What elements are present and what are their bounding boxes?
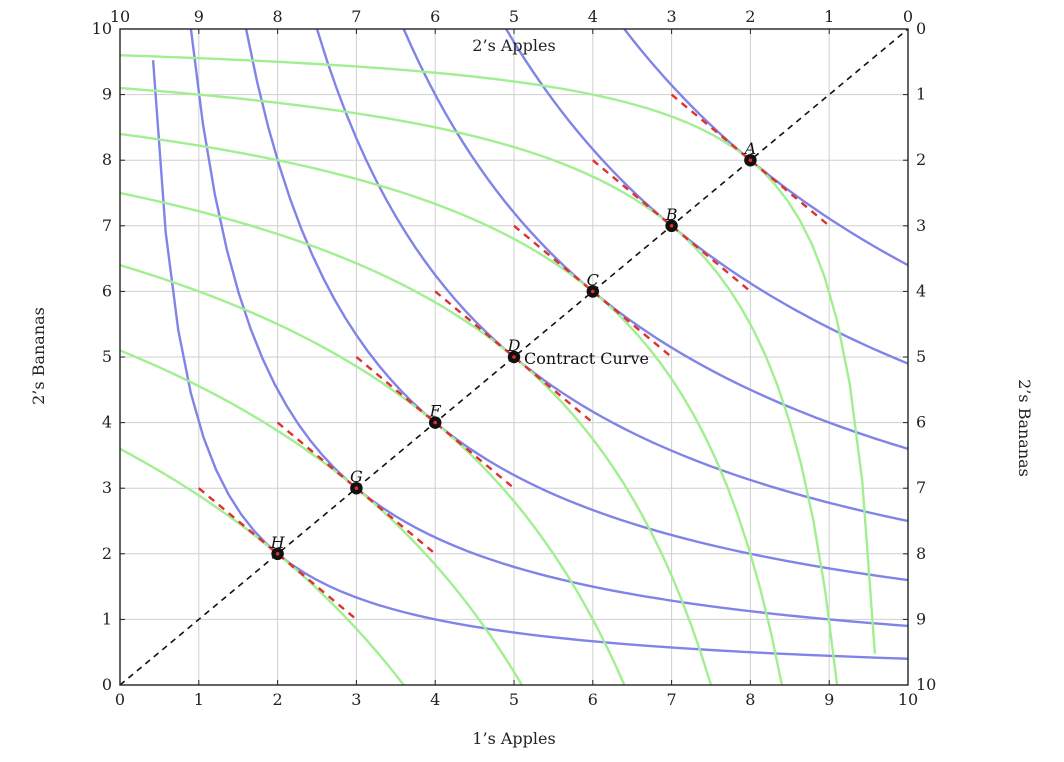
tangent-line bbox=[592, 159, 752, 293]
person2-indifference-curve bbox=[119, 86, 839, 686]
x-tick-label: 1 bbox=[194, 690, 204, 709]
right-tick-label: 7 bbox=[916, 478, 926, 497]
x-tick-label: 4 bbox=[430, 690, 440, 709]
curve-layer bbox=[119, 28, 909, 686]
point-label: F bbox=[429, 402, 442, 421]
right-tick-label: 3 bbox=[916, 216, 926, 235]
x-tick-label: 7 bbox=[667, 690, 677, 709]
equilibrium-point-center bbox=[591, 289, 595, 294]
right-tick-label: 10 bbox=[916, 675, 936, 694]
top-axis-title: 2’s Apples bbox=[472, 36, 555, 55]
top-tick-label: 8 bbox=[273, 7, 283, 26]
equilibrium-point-center bbox=[433, 420, 438, 425]
y-tick-label: 0 bbox=[102, 675, 112, 694]
person2-indifference-curve bbox=[119, 54, 877, 654]
equilibrium-point-center bbox=[748, 158, 753, 162]
top-tick-label: 0 bbox=[903, 7, 913, 26]
person1-indifference-curve bbox=[402, 28, 909, 450]
x-tick-label: 2 bbox=[273, 690, 283, 709]
tangent-line bbox=[276, 421, 436, 555]
equilibrium-point-center bbox=[669, 224, 674, 228]
person2-indifference-curve bbox=[119, 132, 784, 686]
x-axis-title: 1’s Apples bbox=[472, 729, 555, 748]
equilibrium-point-center bbox=[354, 486, 359, 491]
person2-indifference-curve bbox=[119, 264, 626, 686]
tangent-line bbox=[198, 487, 358, 621]
contract-curve-line bbox=[119, 28, 909, 686]
tangent-line bbox=[434, 290, 594, 424]
top-tick-label: 3 bbox=[667, 7, 677, 26]
left-axis-title: 2’s Bananas bbox=[29, 307, 48, 405]
contract-curve-label: Contract Curve bbox=[524, 349, 649, 368]
right-tick-label: 6 bbox=[916, 413, 926, 432]
right-tick-label: 8 bbox=[916, 544, 926, 563]
point-label: A bbox=[743, 139, 757, 158]
person1-indifference-curve bbox=[189, 28, 909, 628]
y-tick-label: 7 bbox=[102, 216, 112, 235]
top-tick-label: 5 bbox=[509, 7, 519, 26]
label-layer: 1’s Apples 2’s Apples 2’s Bananas 2’s Ba… bbox=[29, 36, 1034, 748]
y-tick-label: 3 bbox=[102, 478, 112, 497]
y-tick-label: 10 bbox=[92, 19, 112, 38]
right-tick-label: 9 bbox=[916, 609, 926, 628]
point-label: B bbox=[665, 205, 678, 224]
person1-indifference-curve bbox=[505, 28, 909, 365]
top-tick-label: 10 bbox=[110, 7, 130, 26]
x-tick-label: 6 bbox=[588, 690, 598, 709]
right-axis-title: 2’s Bananas bbox=[1015, 379, 1034, 477]
person2-indifference-curve bbox=[119, 191, 713, 686]
top-tick-label: 1 bbox=[824, 7, 834, 26]
point-label: G bbox=[350, 467, 363, 486]
y-tick-label: 1 bbox=[102, 609, 112, 628]
equilibrium-point-center bbox=[512, 355, 516, 359]
tangent-layer bbox=[198, 93, 830, 621]
point-label: H bbox=[270, 533, 286, 552]
y-tick-label: 5 bbox=[102, 347, 112, 366]
x-tick-label: 10 bbox=[898, 690, 918, 709]
right-tick-label: 2 bbox=[916, 150, 926, 169]
tangent-line bbox=[513, 224, 673, 358]
top-tick-label: 7 bbox=[351, 7, 361, 26]
x-tick-label: 3 bbox=[351, 690, 361, 709]
point-label: C bbox=[587, 270, 599, 289]
right-tick-label: 0 bbox=[916, 19, 926, 38]
y-tick-label: 6 bbox=[102, 281, 112, 300]
y-tick-label: 8 bbox=[102, 150, 112, 169]
equilibrium-point-center bbox=[275, 552, 280, 556]
point-layer: A B C D F G H bbox=[270, 139, 757, 561]
top-tick-label: 2 bbox=[745, 7, 755, 26]
tangent-line bbox=[670, 93, 830, 227]
x-tick-label: 9 bbox=[824, 690, 834, 709]
top-tick-label: 4 bbox=[588, 7, 598, 26]
right-tick-label: 1 bbox=[916, 85, 926, 104]
tangent-line bbox=[355, 356, 515, 490]
right-tick-label: 5 bbox=[916, 347, 926, 366]
person1-indifference-curve bbox=[244, 28, 909, 582]
person2-indifference-curve bbox=[119, 349, 523, 686]
x-tick-label: 5 bbox=[509, 690, 519, 709]
contract-layer bbox=[119, 28, 909, 686]
y-tick-label: 2 bbox=[102, 544, 112, 563]
x-tick-label: 0 bbox=[115, 690, 125, 709]
top-tick-label: 9 bbox=[194, 7, 204, 26]
y-tick-label: 9 bbox=[102, 85, 112, 104]
right-tick-label: 4 bbox=[916, 281, 926, 300]
y-tick-label: 4 bbox=[102, 413, 112, 432]
x-tick-label: 8 bbox=[745, 690, 755, 709]
point-label: D bbox=[507, 336, 521, 355]
top-tick-label: 6 bbox=[430, 7, 440, 26]
